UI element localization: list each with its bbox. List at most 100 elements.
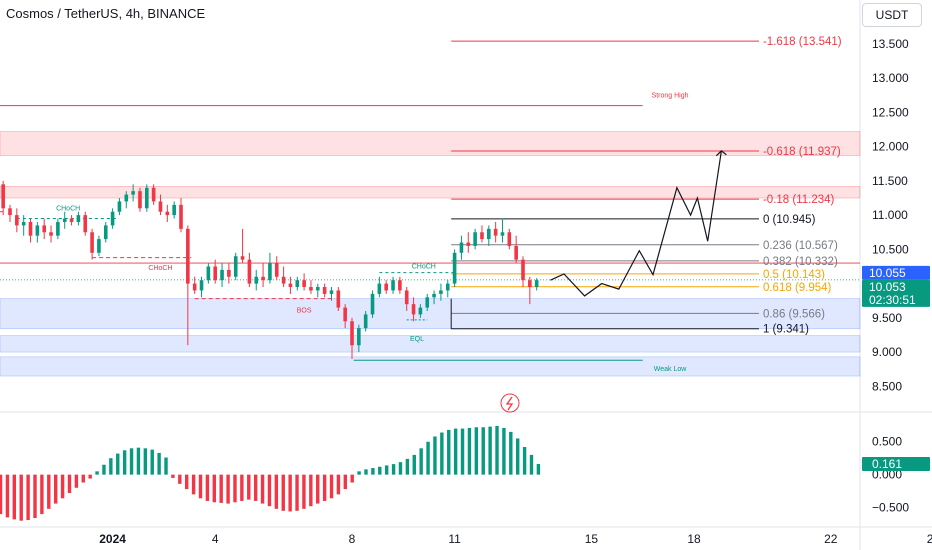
oscillator-bar <box>440 432 444 475</box>
candle-body <box>357 328 361 346</box>
oscillator-bar <box>260 474 265 504</box>
candle-body <box>459 242 464 253</box>
candle-body <box>404 290 409 305</box>
fib-level-label: 0.5 (10.143) <box>763 269 825 281</box>
candle-body <box>35 225 40 236</box>
candle-body <box>165 211 170 216</box>
oscillator-bar <box>309 474 313 507</box>
oscillator-bar <box>157 452 161 475</box>
price-tick-label: 13.000 <box>872 71 909 85</box>
current-price-label: 10.053 <box>869 280 906 294</box>
candle-body <box>500 232 505 236</box>
candle-body <box>411 304 416 315</box>
oscillator-bar <box>322 474 327 501</box>
oscillator-bar <box>129 448 134 475</box>
candle-body <box>124 194 129 202</box>
last-price-label: 10.055 <box>869 266 906 280</box>
oscillator-bar <box>329 474 334 499</box>
candle-body <box>343 307 347 322</box>
oscillator-bar <box>116 453 120 475</box>
lightning-icon <box>500 393 520 413</box>
oscillator-bar <box>102 464 106 475</box>
candle-body <box>213 266 217 281</box>
chart-title: Cosmos / TetherUS, 4h, BINANCE <box>6 6 206 21</box>
oscillator-bar <box>474 427 479 475</box>
candle-body <box>336 290 341 308</box>
oscillator-bar <box>47 474 51 509</box>
oscillator-bar <box>405 458 410 475</box>
oscillator-bar <box>481 427 485 475</box>
oscillator-bar <box>495 425 499 475</box>
candle-body <box>329 290 334 294</box>
candle-body <box>179 204 183 229</box>
candle-body <box>83 215 88 233</box>
candle-body <box>295 280 300 288</box>
candle-body <box>199 280 204 291</box>
oscillator-bar <box>19 474 23 521</box>
projection-path <box>550 150 722 297</box>
candle-body <box>487 228 491 240</box>
oscillator-bar <box>67 474 72 494</box>
oscillator-bar <box>426 441 430 475</box>
oscillator-bar <box>247 474 251 500</box>
candle-body <box>56 221 60 236</box>
candle-body <box>281 276 286 284</box>
candle-body <box>322 287 327 294</box>
oscillator-bar <box>302 474 306 509</box>
structure-label: CHoCH <box>56 205 80 212</box>
candle-body <box>69 218 74 222</box>
candle-body <box>466 242 471 246</box>
oscillator-bar <box>171 474 175 478</box>
date-tick-label: 25 <box>927 532 932 546</box>
oscillator-bar <box>143 448 148 475</box>
oscillator-bar <box>378 466 382 475</box>
last-price-badge <box>862 265 930 280</box>
oscillator-bar <box>384 465 389 475</box>
candle-body <box>240 256 245 260</box>
candle-body <box>398 280 402 291</box>
candle-body <box>384 283 388 291</box>
candle-body <box>158 201 163 212</box>
oscillator-bar <box>336 474 341 495</box>
structure-label: Strong High <box>652 92 689 99</box>
bar-countdown-label: 02:30:51 <box>869 293 916 307</box>
candle-body <box>206 266 211 281</box>
oscillator-bar <box>198 474 203 499</box>
currency-selector[interactable]: USDT <box>862 3 922 27</box>
structure-label: BOS <box>297 307 312 314</box>
candle-body <box>90 232 94 253</box>
oscillator-bar <box>522 447 527 475</box>
oscillator-bar <box>95 471 99 475</box>
candle-body <box>534 280 539 288</box>
date-tick-label: 8 <box>349 532 356 546</box>
oscillator-bar <box>33 474 37 519</box>
candle-body <box>227 269 231 277</box>
price-tick-label: 9.500 <box>872 311 902 325</box>
candle-body <box>274 263 279 277</box>
oscillator-bar <box>357 471 361 475</box>
oscillator-bar <box>253 474 258 501</box>
demand-zone-low <box>0 356 861 377</box>
candle-body <box>172 204 176 216</box>
oscillator-bar <box>433 436 437 475</box>
candle-body <box>439 290 443 294</box>
oscillator-bar <box>219 474 223 503</box>
oscillator-bar <box>240 474 244 501</box>
oscillator-bar <box>226 474 230 504</box>
price-tick-label: 11.500 <box>872 174 908 188</box>
price-tick-label: 10.500 <box>872 242 909 256</box>
candle-body <box>97 239 101 253</box>
price-tick-label: 13.500 <box>872 37 909 51</box>
oscillator-bar <box>136 447 141 475</box>
candle-body <box>28 221 33 236</box>
oscillator-bar <box>191 474 196 495</box>
candle-body <box>247 259 252 284</box>
oscillator-bar <box>74 474 79 488</box>
oscillator-bar <box>350 474 354 483</box>
oscillator-bar <box>488 426 492 475</box>
structure-label: CHoCH <box>412 264 436 271</box>
candle-body <box>261 276 265 281</box>
fib-level-label: 0 (10.945) <box>763 214 816 226</box>
candle-body <box>507 232 512 246</box>
